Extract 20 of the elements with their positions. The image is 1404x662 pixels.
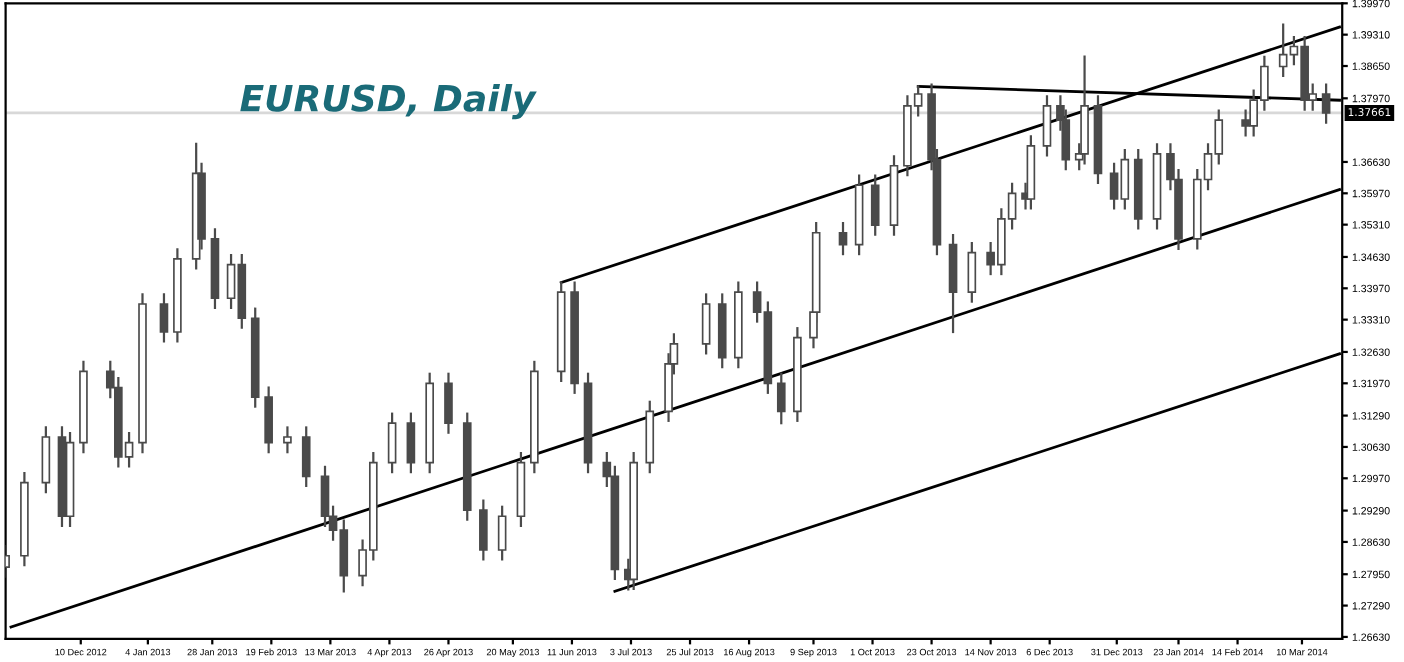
candlestick xyxy=(264,386,273,454)
candlestick xyxy=(967,242,977,303)
candlestick xyxy=(444,372,453,434)
candlestick xyxy=(497,505,507,561)
candlestick xyxy=(301,426,311,487)
candlestick xyxy=(776,372,786,425)
candlestick xyxy=(41,426,51,494)
candlestick xyxy=(159,293,169,343)
candlestick xyxy=(283,426,292,454)
candlestick xyxy=(406,412,416,474)
candlestick xyxy=(387,412,397,474)
candlestick xyxy=(479,499,488,561)
candlestick xyxy=(870,174,880,236)
candlestick xyxy=(948,233,958,334)
candlestick xyxy=(1042,95,1052,157)
text: EURUSD, Daily xyxy=(240,83,537,120)
candlestick xyxy=(1080,55,1089,165)
candlestick xyxy=(701,293,711,355)
candlestick xyxy=(838,222,848,256)
candlestick xyxy=(1321,83,1331,124)
